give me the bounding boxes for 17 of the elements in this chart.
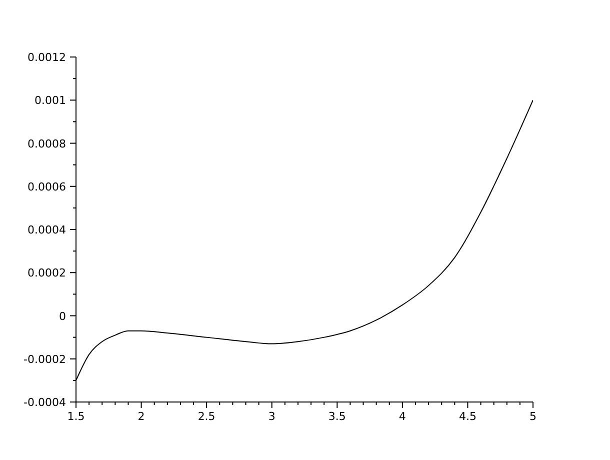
y-tick-label: 0.0004 [28, 224, 66, 236]
x-tick-label: 2 [138, 410, 145, 423]
x-tick-label: 4.5 [458, 410, 476, 423]
x-tick-label: 4 [398, 410, 406, 423]
x-tick-label: 2.5 [198, 410, 216, 423]
y-tick-label: 0.0008 [28, 137, 66, 150]
y-tick-label: 0.0006 [28, 180, 66, 194]
y-tick-label: 0.001 [34, 94, 66, 108]
x-tick-label: 5 [530, 410, 536, 423]
x-tick-label: 1.5 [67, 410, 85, 423]
x-tick-label: 3 [268, 410, 276, 423]
y-tick-label: -0.0002 [24, 352, 66, 366]
y-tick-label: 0.0002 [28, 266, 66, 280]
y-tick-label: -0.0004 [24, 396, 66, 409]
x-tick-label: 3.5 [328, 410, 346, 423]
y-tick-label: 0 [59, 310, 66, 323]
y-tick-label: 0.0012 [28, 51, 66, 64]
